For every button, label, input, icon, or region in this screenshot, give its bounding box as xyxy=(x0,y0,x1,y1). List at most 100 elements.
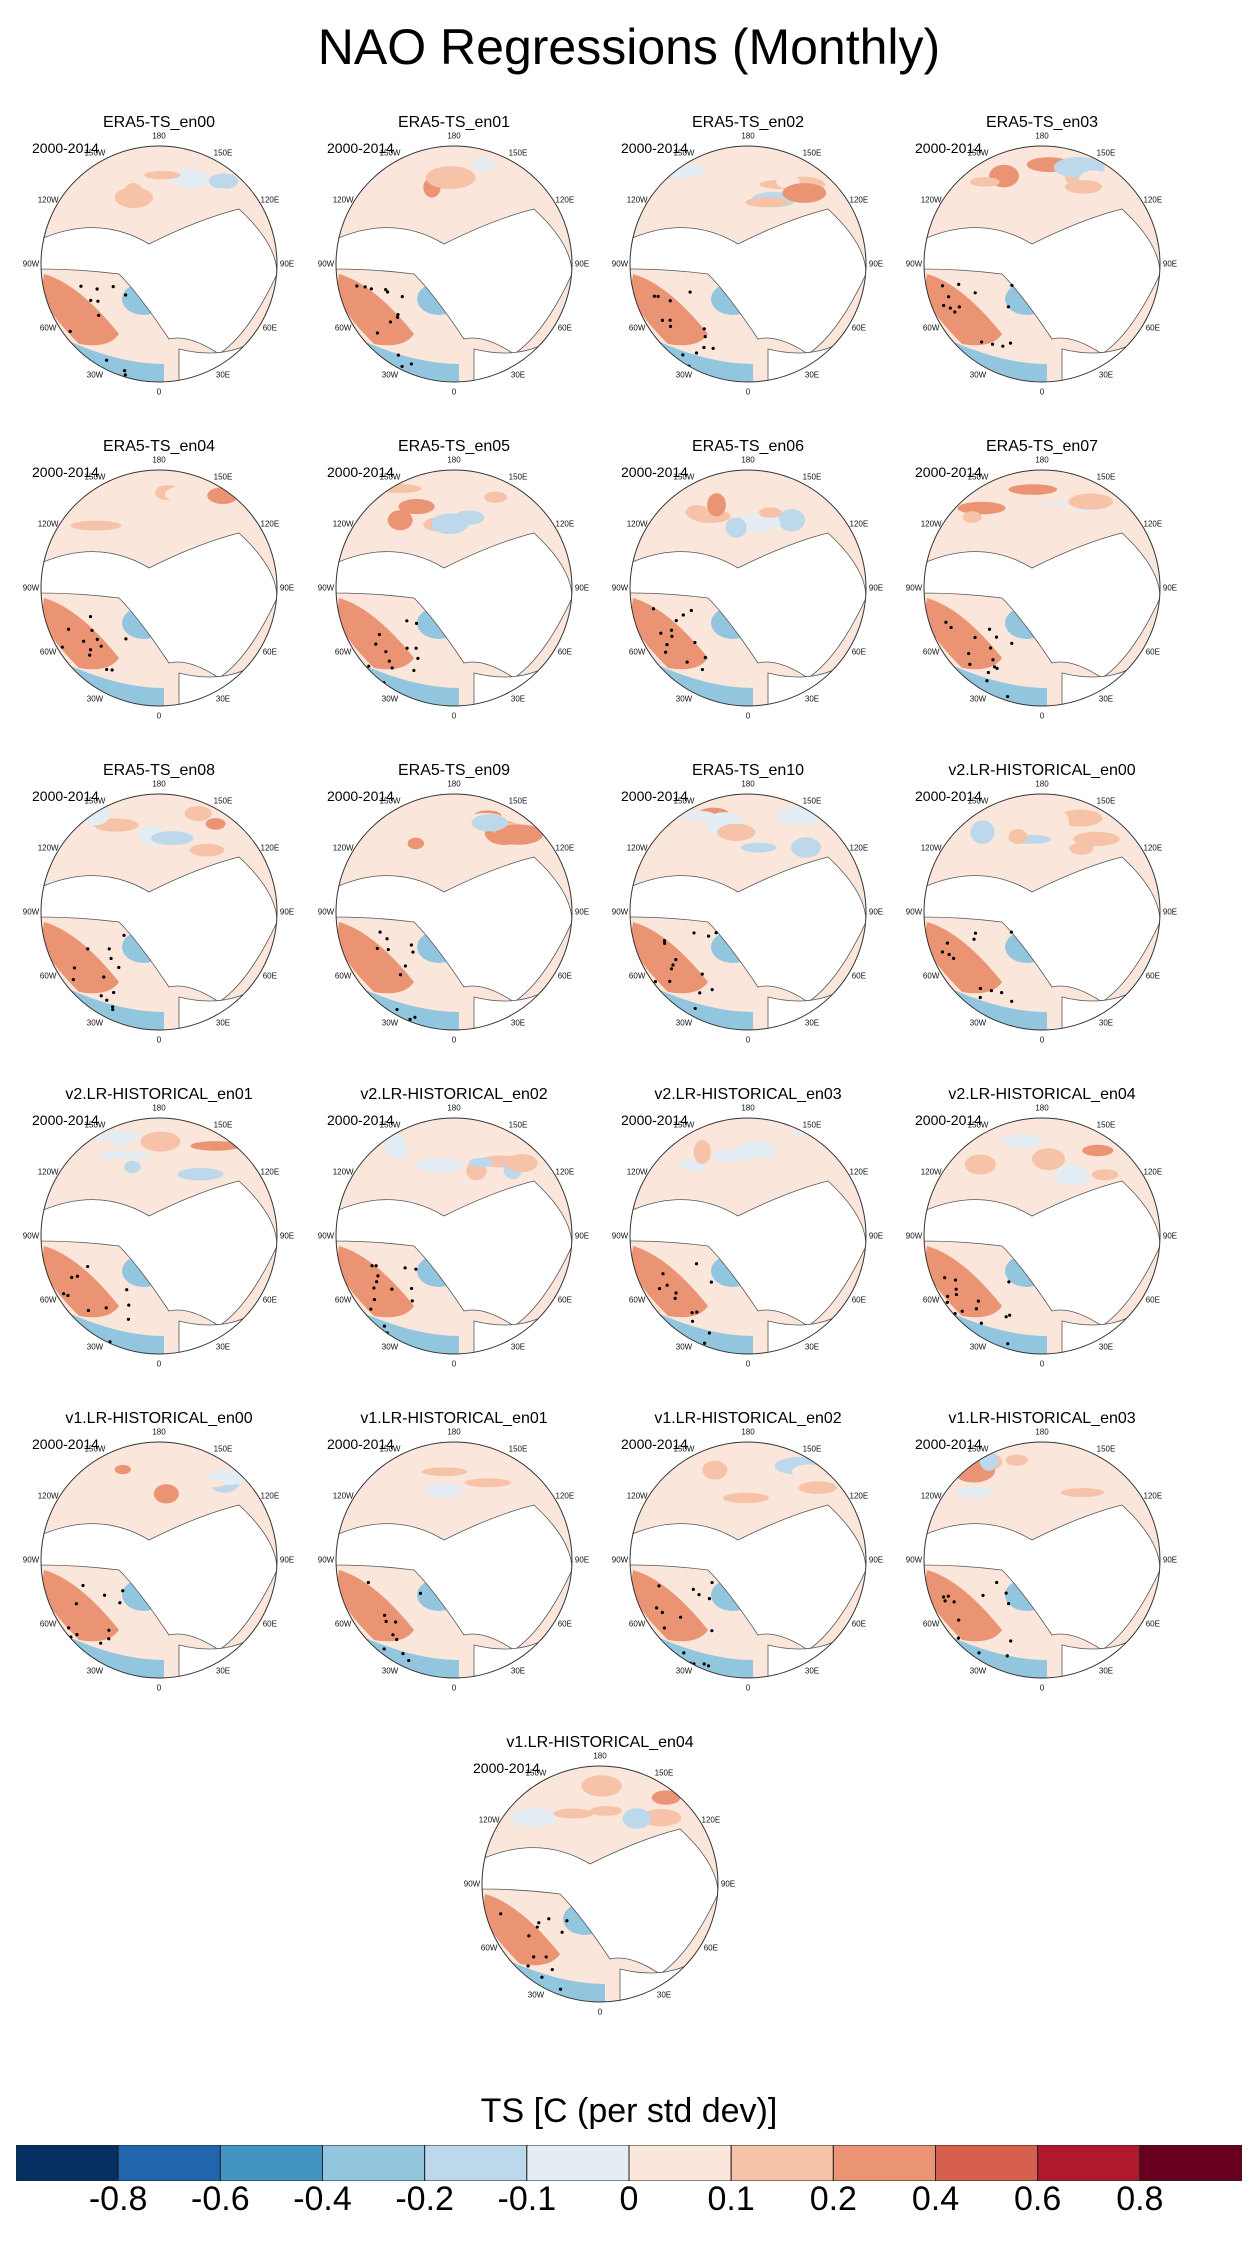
polar-map xyxy=(629,1441,867,1679)
significance-dot xyxy=(363,285,367,289)
polar-map xyxy=(40,793,278,1031)
longitude-label: 60W xyxy=(39,323,57,333)
continent-outline xyxy=(924,1180,1160,1327)
longitude-label: 90E xyxy=(279,907,295,917)
significance-dot xyxy=(70,1275,74,1280)
longitude-label: 30W xyxy=(86,370,104,380)
significance-dot xyxy=(943,1599,947,1603)
significance-dot xyxy=(400,294,404,299)
longitude-label: 0 xyxy=(451,711,457,721)
longitude-label: 180 xyxy=(1035,1427,1049,1437)
longitude-label: 180 xyxy=(741,1427,755,1437)
map-boundary xyxy=(40,793,278,1031)
significance-dot xyxy=(1005,1654,1009,1658)
anomaly-patch xyxy=(189,843,225,857)
significance-dot xyxy=(707,1331,711,1335)
significance-dot xyxy=(960,1309,964,1313)
longitude-label: 120W xyxy=(332,843,354,853)
significance-dot xyxy=(414,646,418,650)
longitude-label: 120W xyxy=(920,1167,942,1177)
anomaly-patch xyxy=(745,197,789,208)
significance-dot xyxy=(956,1636,961,1640)
significance-dot xyxy=(105,667,109,672)
longitude-label: 60E xyxy=(1145,971,1160,981)
longitude-label: 120E xyxy=(260,195,280,205)
continent-outline xyxy=(336,208,572,355)
longitude-label: 180 xyxy=(447,131,461,141)
significance-dot xyxy=(74,1602,78,1606)
significance-dot xyxy=(411,950,415,954)
panel-title: v2.LR-HISTORICAL_en01 xyxy=(65,1086,253,1103)
longitude-label: 120E xyxy=(849,1491,869,1501)
significance-dot xyxy=(968,662,972,666)
longitude-label: 90E xyxy=(574,259,590,269)
significance-dot xyxy=(682,1651,686,1655)
longitude-label: 0 xyxy=(156,1683,162,1693)
longitude-label: 180 xyxy=(447,779,461,789)
significance-dot xyxy=(369,1307,373,1311)
significance-dot xyxy=(690,1319,695,1323)
longitude-label: 90E xyxy=(1162,583,1178,593)
significance-dot xyxy=(407,1673,411,1677)
significance-dot xyxy=(1008,341,1013,345)
significance-dot xyxy=(995,666,999,670)
significance-dot xyxy=(695,1310,699,1314)
longitude-label: 120E xyxy=(849,519,869,529)
longitude-label: 30W xyxy=(969,1342,987,1352)
longitude-label: 90E xyxy=(1162,1231,1178,1241)
polar-map xyxy=(335,145,573,383)
longitude-label: 90W xyxy=(611,907,629,917)
significance-dot xyxy=(111,284,115,289)
anomaly-patch xyxy=(581,1775,622,1797)
longitude-label: 30E xyxy=(1098,694,1114,704)
anomaly-patch xyxy=(702,1460,728,1480)
significance-dot xyxy=(707,1597,712,1601)
significance-dot xyxy=(107,1637,111,1641)
significance-dot xyxy=(394,1620,398,1624)
significance-dot xyxy=(954,1287,958,1291)
continent-outline xyxy=(924,208,1160,355)
anomaly-patch xyxy=(1060,1487,1105,1498)
significance-dot xyxy=(89,298,93,302)
significance-dot xyxy=(125,1288,129,1292)
anomaly-patch xyxy=(962,511,982,523)
anomaly-patch xyxy=(124,1160,141,1174)
panel-title: ERA5-TS_en06 xyxy=(691,438,805,455)
polar-map xyxy=(40,469,278,707)
significance-dot xyxy=(976,1299,980,1303)
significance-dot xyxy=(75,1633,79,1637)
anomaly-patch xyxy=(782,183,827,203)
significance-dot xyxy=(75,1274,80,1278)
longitude-label: 90W xyxy=(22,259,40,269)
significance-dot xyxy=(97,313,101,317)
longitude-label: 60E xyxy=(1145,647,1160,657)
significance-dot xyxy=(118,1601,122,1605)
colorbar-segment xyxy=(832,2145,936,2181)
significance-dot xyxy=(671,963,675,967)
anomaly-patch xyxy=(465,194,509,209)
polar-map xyxy=(335,1117,573,1355)
continent-outline xyxy=(41,1504,277,1651)
significance-dot xyxy=(661,1322,666,1326)
panel-period: 2000-2014 xyxy=(915,464,982,480)
panel-title: v1.LR-HISTORICAL_en04 xyxy=(506,1734,694,1751)
significance-dot xyxy=(382,1647,386,1651)
anomaly-patch xyxy=(153,1484,179,1504)
significance-dot xyxy=(691,1587,695,1591)
significance-dot xyxy=(374,642,378,646)
longitude-label: 150W xyxy=(84,796,106,806)
significance-dot xyxy=(659,631,663,635)
anomaly-patch xyxy=(734,1141,777,1159)
significance-dot xyxy=(122,369,127,373)
longitude-label: 60W xyxy=(334,647,352,657)
map-boundary xyxy=(923,469,1161,707)
significance-dot xyxy=(81,1583,85,1588)
longitude-label: 150E xyxy=(213,1444,233,1454)
polar-map xyxy=(923,793,1161,1031)
panel-period: 2000-2014 xyxy=(32,1436,99,1452)
longitude-label: 30E xyxy=(510,1342,526,1352)
significance-dot xyxy=(365,1331,369,1335)
colorbar-tick-label: -0.6 xyxy=(191,2180,250,2218)
anomaly-patch xyxy=(717,823,756,841)
longitude-label: 0 xyxy=(451,1359,457,1369)
